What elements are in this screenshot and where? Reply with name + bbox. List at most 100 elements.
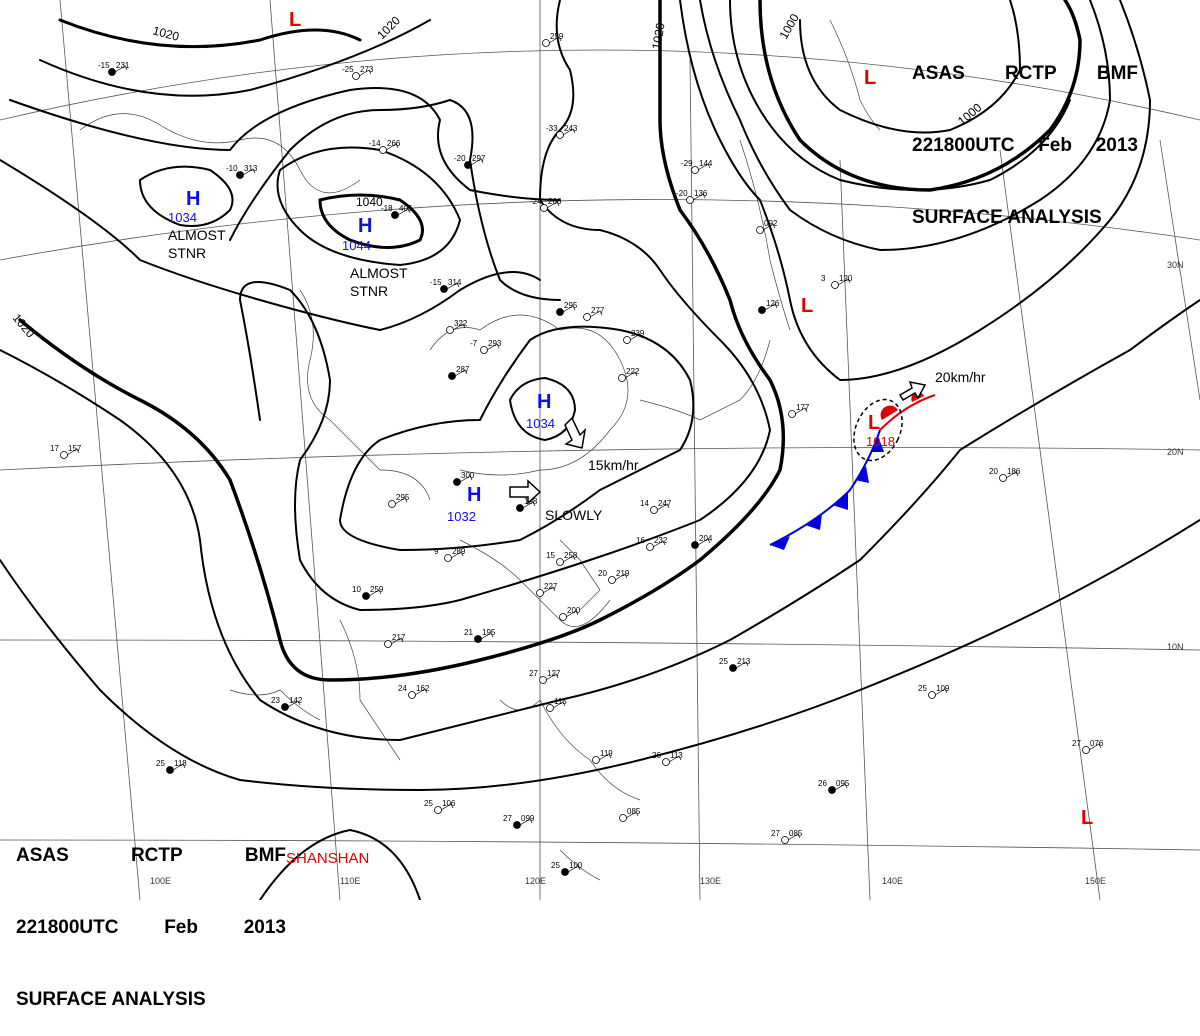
wind-barb — [552, 701, 566, 709]
station-temperature: -33 — [546, 124, 558, 133]
station-temperature: 23 — [271, 696, 280, 705]
wind-barb — [764, 303, 778, 311]
station-plot: 222 — [618, 367, 640, 382]
isobar — [9, 87, 561, 201]
station-plot: 119 — [592, 749, 613, 764]
station-temperature: 25 — [156, 759, 165, 768]
station-pressure: 106 — [442, 799, 456, 808]
station-pressure: 213 — [737, 657, 751, 666]
wind-barb — [546, 201, 560, 209]
station-temperature: 27 — [529, 669, 538, 678]
station-pressure: 217 — [392, 633, 406, 642]
station-circle — [561, 868, 569, 876]
isobar-label: 1020 — [649, 21, 667, 50]
title-block-bottom-left: ASAS RCTP BMF 221800UTC Feb 2013 SURFACE… — [16, 796, 286, 1036]
station-circle — [444, 554, 452, 562]
wind-barb — [934, 688, 948, 696]
high-center-pressure: 1034 — [168, 210, 197, 225]
station-plot: 126 — [758, 299, 780, 314]
station-plot: 295 — [388, 493, 410, 508]
product-title: SURFACE ANALYSIS — [912, 207, 1102, 228]
station-circle — [758, 306, 766, 314]
station-temperature: -7 — [470, 339, 478, 348]
station-pressure: 297 — [472, 154, 486, 163]
station-temperature: 27 — [771, 829, 780, 838]
wind-barb — [414, 688, 428, 696]
valid-year: 2013 — [243, 917, 286, 938]
station-temperature: 20 — [598, 569, 607, 578]
station-circle — [281, 703, 289, 711]
station-plot: 20 219 — [598, 569, 630, 584]
isobar — [338, 325, 695, 552]
station-pressure: 219 — [616, 569, 630, 578]
station-pressure: 239 — [631, 329, 645, 338]
wind-barb — [470, 158, 484, 166]
station-plot: 25 109 — [918, 684, 950, 699]
isobar — [0, 299, 1200, 742]
agency-1: ASAS — [912, 63, 965, 84]
agency-3: BMF — [244, 845, 286, 866]
station-circle — [453, 478, 461, 486]
station-pressure: 232 — [654, 536, 668, 545]
station-plot: 27 127 — [529, 669, 561, 684]
high-note: ALMOST STNR — [350, 265, 408, 299]
station-temperature: 25 — [719, 657, 728, 666]
motion-arrow — [509, 479, 542, 505]
station-circle — [513, 821, 521, 829]
motion-arrow — [898, 381, 927, 402]
station-plot: 259 — [542, 32, 564, 47]
station-plot: 26 113 — [652, 751, 683, 766]
station-circle — [623, 336, 631, 344]
lon-label: 140E — [882, 876, 903, 886]
station-temperature: 25 — [918, 684, 927, 693]
high-motion: 15km/hr — [588, 457, 639, 473]
high-center-pressure: 1034 — [526, 416, 555, 431]
wind-barb — [692, 193, 706, 201]
station-temperature: -29 — [681, 159, 693, 168]
lon-label: 100E — [150, 876, 171, 886]
station-plot: 15 258 — [546, 551, 578, 566]
station-plot: 239 — [623, 329, 645, 344]
station-pressure: 100 — [569, 861, 583, 870]
isobar — [0, 519, 1200, 792]
station-plot: -20 136 — [676, 189, 708, 204]
high-center-symbol: H — [467, 484, 481, 506]
station-circle — [539, 676, 547, 684]
station-pressure: 118 — [174, 759, 187, 768]
station-pressure: 144 — [699, 159, 713, 168]
low-center-pressure: 1018 — [866, 434, 895, 449]
station-circle — [434, 806, 442, 814]
station-pressure: 109 — [936, 684, 950, 693]
wind-barb — [614, 573, 628, 581]
wind-barb — [242, 168, 256, 176]
wind-barb — [440, 803, 454, 811]
station-temperature: 26 — [818, 779, 827, 788]
agency-2: RCTP — [1004, 63, 1057, 84]
station-pressure: 127 — [547, 669, 561, 678]
station-temperature: 27 — [503, 814, 512, 823]
station-temperature: -10 — [226, 164, 238, 173]
station-pressure: 295 — [564, 301, 578, 310]
isobar — [18, 0, 786, 682]
station-circle — [646, 543, 654, 551]
station-plot: -20 297 — [454, 154, 486, 169]
station-plot: 200 — [559, 606, 581, 621]
high-center-symbol: H — [186, 188, 200, 210]
station-pressure: 136 — [694, 189, 708, 198]
station-circle — [536, 589, 544, 597]
wind-barb — [624, 371, 638, 379]
agency-2: RCTP — [130, 845, 183, 866]
isobar — [508, 376, 577, 442]
title-block-top-right: ASAS RCTP BMF 221800UTC Feb 2013 SURFACE… — [912, 14, 1138, 254]
station-plot: -33 243 — [546, 124, 578, 139]
station-plot: -24 266 — [530, 197, 562, 212]
station-pressure: 227 — [544, 582, 558, 591]
station-pressure: 113 — [670, 751, 683, 760]
station-pressure: 259 — [370, 585, 384, 594]
station-pressure: 231 — [116, 61, 130, 70]
valid-month: Feb — [164, 917, 198, 938]
wind-barb — [394, 497, 408, 505]
station-circle — [831, 281, 839, 289]
wind-barb — [397, 208, 411, 216]
station-pressure: 273 — [360, 65, 374, 74]
